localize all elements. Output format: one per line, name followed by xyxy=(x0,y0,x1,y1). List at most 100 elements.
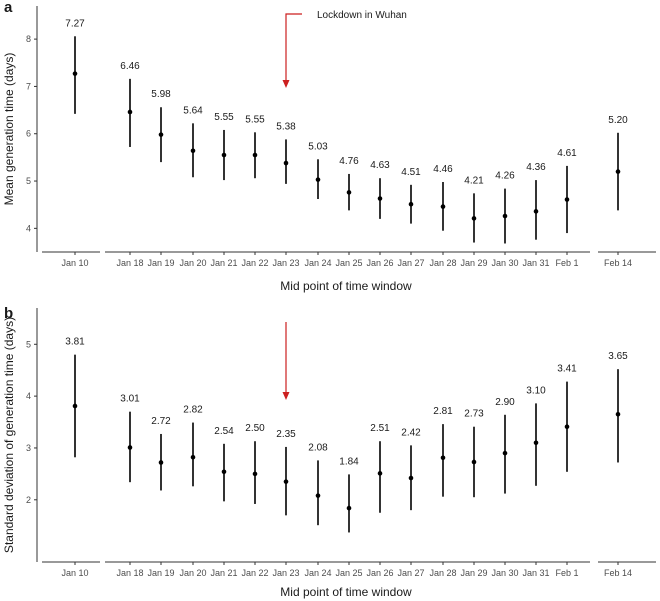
value-label: 5.38 xyxy=(276,121,296,132)
x-tick-label: Feb 1 xyxy=(555,258,578,268)
x-tick-label: Jan 24 xyxy=(304,258,331,268)
data-point xyxy=(158,460,164,465)
y-axis-title: Standard deviation of generation time (d… xyxy=(2,317,16,553)
value-label: 5.55 xyxy=(214,112,234,123)
data-point xyxy=(72,71,78,76)
x-tick-label: Jan 22 xyxy=(241,258,268,268)
x-tick-label: Jan 24 xyxy=(304,568,331,578)
data-point xyxy=(346,190,352,195)
data-point xyxy=(190,454,196,460)
panel-letter: b xyxy=(4,305,13,322)
x-tick-label: Jan 29 xyxy=(460,568,487,578)
y-tick-label: 7 xyxy=(26,81,31,91)
x-tick-label: Jan 28 xyxy=(429,568,456,578)
y-tick-label: 3 xyxy=(26,443,31,453)
data-point xyxy=(377,471,383,476)
panel-b: b 2 3 4 5 Jan 10 Jan 18 Jan 19 Jan 20 Jan 21 Jan 2… xyxy=(2,305,656,599)
x-tick-label: Jan 18 xyxy=(116,568,143,578)
x-tick-label: Jan 10 xyxy=(61,568,88,578)
data-point xyxy=(440,455,446,461)
x-tick-label: Jan 30 xyxy=(491,258,518,268)
data-point xyxy=(471,459,477,465)
y-axis-title: Mean generation time (days) xyxy=(2,53,16,206)
y-tick-label: 8 xyxy=(26,34,31,44)
x-tick-label: Jan 10 xyxy=(61,258,88,268)
value-label: 4.61 xyxy=(557,148,577,159)
x-tick-label: Jan 29 xyxy=(460,258,487,268)
value-label: 3.01 xyxy=(120,394,140,405)
x-tick-label: Jan 25 xyxy=(335,258,362,268)
value-label: 2.81 xyxy=(433,406,453,417)
data-point xyxy=(315,177,321,182)
data-point xyxy=(252,471,258,477)
data-point xyxy=(564,197,570,202)
data-point xyxy=(440,204,446,209)
data-point xyxy=(502,450,508,456)
x-tick-label: Jan 22 xyxy=(241,568,268,578)
value-label: 6.46 xyxy=(120,61,140,72)
value-label: 2.50 xyxy=(245,423,265,434)
y-tick-label: 2 xyxy=(26,495,31,505)
x-tick-label: Jan 23 xyxy=(272,258,299,268)
lockdown-arrowhead xyxy=(282,392,290,400)
data-point xyxy=(346,505,352,511)
panel-letter: a xyxy=(4,0,13,16)
value-label: 4.36 xyxy=(526,162,546,173)
value-label: 2.35 xyxy=(276,429,296,440)
x-tick-label: Jan 30 xyxy=(491,568,518,578)
data-point xyxy=(533,209,539,214)
data-point xyxy=(408,201,414,207)
value-label: 2.90 xyxy=(495,397,515,408)
data-point xyxy=(221,152,227,158)
x-tick-label: Jan 20 xyxy=(179,258,206,268)
y-tick-label: 5 xyxy=(26,176,31,186)
data-point xyxy=(408,475,414,481)
value-label: 2.73 xyxy=(464,409,484,420)
x-tick-label: Jan 21 xyxy=(210,568,237,578)
data-point xyxy=(502,213,508,219)
data-point xyxy=(315,493,321,498)
data-point xyxy=(564,424,570,430)
panel-a: a 4 5 6 7 8 Jan 10 Jan 18 Jan 19 Jan 20 Jan 21 Jan … xyxy=(2,0,656,293)
value-label: 2.72 xyxy=(151,416,171,427)
value-label: 2.54 xyxy=(214,426,234,437)
data-point xyxy=(72,403,78,409)
x-tick-label: Jan 20 xyxy=(179,568,206,578)
value-label: 4.51 xyxy=(401,167,421,178)
data-point xyxy=(533,440,539,446)
value-label: 3.81 xyxy=(65,337,85,348)
value-label: 2.42 xyxy=(401,427,421,438)
x-tick-label: Jan 31 xyxy=(522,258,549,268)
data-point xyxy=(615,411,621,417)
x-tick-label: Feb 14 xyxy=(604,568,632,578)
value-label: 4.46 xyxy=(433,164,453,175)
data-point xyxy=(221,469,227,475)
data-point xyxy=(158,132,164,137)
data-point xyxy=(377,196,383,201)
data-point xyxy=(471,216,477,221)
x-tick-label: Feb 1 xyxy=(555,568,578,578)
data-point xyxy=(615,169,621,174)
value-label: 3.10 xyxy=(526,385,546,396)
value-label: 4.76 xyxy=(339,156,359,167)
x-tick-label: Jan 26 xyxy=(366,568,393,578)
value-label: 4.26 xyxy=(495,171,515,182)
data-point xyxy=(283,479,289,484)
value-label: 3.41 xyxy=(557,364,577,375)
x-tick-label: Jan 23 xyxy=(272,568,299,578)
x-tick-label: Jan 19 xyxy=(147,568,174,578)
value-label: 5.98 xyxy=(151,89,171,100)
x-tick-label: Jan 21 xyxy=(210,258,237,268)
data-point xyxy=(190,148,196,154)
value-label: 4.63 xyxy=(370,160,390,171)
value-label: 5.20 xyxy=(608,115,628,126)
x-tick-label: Jan 25 xyxy=(335,568,362,578)
value-label: 3.65 xyxy=(608,351,628,362)
value-label: 4.21 xyxy=(464,175,484,186)
x-axis-title: Mid point of time window xyxy=(280,585,412,599)
value-label: 2.51 xyxy=(370,423,390,434)
value-label: 5.03 xyxy=(308,141,328,152)
y-tick-label: 4 xyxy=(26,223,31,233)
data-point xyxy=(127,109,133,115)
